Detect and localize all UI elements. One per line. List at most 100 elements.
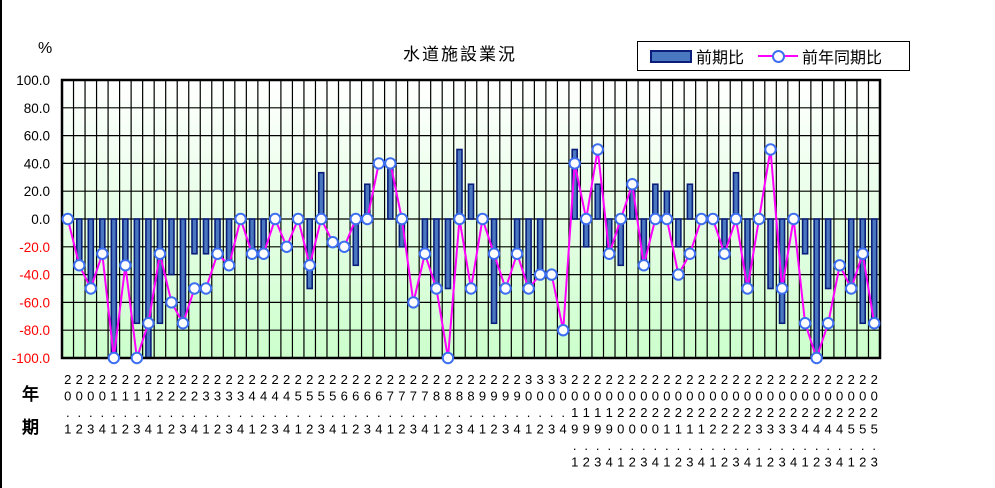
x-tick-label-char: 2 (168, 389, 175, 404)
x-tick-label-char: 0 (99, 389, 106, 404)
x-tick-label-char: . (66, 405, 70, 420)
x-tick-label-char: 0 (871, 389, 878, 404)
legend-bar-swatch-icon (650, 49, 692, 63)
x-tick-label-char: 3 (133, 422, 140, 437)
x-tick-label-char: . (296, 405, 300, 420)
x-tick-label-char: . (239, 405, 243, 420)
line-marker-yoy (499, 282, 512, 295)
y-tick-label: 40.0 (24, 156, 50, 171)
x-tick-label-char: 3 (594, 455, 601, 470)
x-tick-label-char: . (677, 438, 681, 453)
x-tick-label-char: 4 (248, 389, 255, 404)
x-tick-label-char: 3 (272, 422, 279, 437)
x-tick-label-char: . (527, 405, 531, 420)
bar-qoq (824, 218, 832, 290)
x-tick-label-char: 0 (629, 389, 636, 404)
x-tick-label-char: 3 (548, 372, 555, 387)
chart-legend: 前期比 前年同期比 (637, 41, 910, 71)
x-tick-label-char: . (308, 405, 312, 420)
y-tick-label: 0.0 (31, 212, 50, 227)
line-marker-yoy (165, 296, 178, 309)
x-tick-label-char: 2 (398, 422, 405, 437)
x-tick-label-char: 2 (744, 372, 751, 387)
x-tick-label-char: 2 (801, 372, 808, 387)
x-tick-label-char: 0 (744, 389, 751, 404)
x-tick-label-char: . (412, 405, 416, 420)
x-tick-label-char: . (573, 438, 577, 453)
x-tick-label-char: 0 (709, 389, 716, 404)
line-marker-yoy (395, 212, 409, 226)
x-tick-label-char: 3 (214, 389, 221, 404)
x-tick-label-char: 2 (767, 405, 774, 420)
x-tick-label-char: 0 (686, 389, 693, 404)
x-tick-label-char: 1 (133, 389, 140, 404)
x-tick-label-char: . (723, 438, 727, 453)
x-tick-label-char: 2 (410, 372, 417, 387)
x-tick-label-char: . (619, 438, 623, 453)
x-tick-label-char: 2 (767, 372, 774, 387)
x-tick-label-char: 2 (675, 372, 682, 387)
x-tick-label-char: . (89, 405, 93, 420)
x-tick-label-char: 2 (352, 422, 359, 437)
y-axis-unit-label: % (38, 40, 53, 57)
x-tick-label-char: 2 (698, 405, 705, 420)
x-tick-label-char: 4 (237, 422, 244, 437)
x-tick-label-char: 2 (652, 405, 659, 420)
x-tick-label-char: 4 (744, 455, 751, 470)
x-tick-label-char: . (204, 405, 208, 420)
x-tick-label-char: 9 (571, 422, 578, 437)
x-tick-label-char: 7 (410, 389, 417, 404)
line-marker-yoy (568, 157, 581, 170)
x-tick-label-char: 4 (191, 422, 198, 437)
line-marker-yoy (234, 212, 247, 226)
x-tick-label-char: 5 (329, 389, 336, 404)
x-tick-label-char: 2 (76, 372, 83, 387)
x-tick-label-char: 2 (352, 372, 359, 387)
line-marker-yoy (637, 259, 651, 272)
line-marker-yoy (706, 212, 720, 226)
x-tick-label-char: 3 (825, 455, 832, 470)
line-marker-yoy (614, 212, 627, 226)
bar-qoq (179, 218, 187, 325)
x-tick-label-char: 2 (179, 372, 186, 387)
x-tick-label-char: 3 (778, 455, 785, 470)
x-tick-label-char: 4 (260, 389, 267, 404)
x-tick-label-char: 2 (744, 405, 751, 420)
x-tick-label-char: 2 (375, 372, 382, 387)
line-marker-yoy (418, 247, 432, 260)
x-tick-label-char: . (262, 405, 266, 420)
bar-qoq (732, 171, 740, 220)
line-marker-yoy (142, 317, 155, 330)
x-tick-label-char: 2 (859, 455, 866, 470)
line-marker-yoy (810, 351, 823, 365)
x-tick-label-char: 4 (467, 422, 474, 437)
legend-line-label: 前年同期比 (802, 48, 883, 67)
x-tick-label-char: 0 (617, 422, 624, 437)
x-tick-label-char: 2 (76, 422, 83, 437)
x-tick-label-char: . (135, 405, 139, 420)
x-tick-label-char: 9 (583, 422, 590, 437)
x-tick-label-char: . (792, 438, 796, 453)
line-marker-yoy (660, 212, 674, 226)
x-tick-label-char: 2 (813, 372, 820, 387)
x-tick-label-char: 0 (848, 389, 855, 404)
x-tick-label-char: 2 (617, 405, 624, 420)
x-tick-label-char: 2 (467, 372, 474, 387)
x-tick-label-char: . (365, 405, 369, 420)
legend-bar-label: 前期比 (696, 48, 745, 67)
x-tick-label-char: 5 (848, 422, 855, 437)
line-marker-yoy (176, 317, 190, 330)
x-tick-label-char: 2 (721, 455, 728, 470)
x-tick-label-char: 2 (617, 372, 624, 387)
x-tick-label-char: . (285, 405, 289, 420)
x-tick-label-char: 2 (191, 372, 198, 387)
x-tick-label-char: 7 (398, 389, 405, 404)
x-tick-label-char: 4 (329, 422, 336, 437)
x-tick-label-char: 2 (179, 389, 186, 404)
x-tick-label-char: 2 (479, 372, 486, 387)
x-tick-label-char: 0 (675, 389, 682, 404)
line-marker-yoy (729, 212, 743, 226)
x-tick-label-char: 0 (537, 389, 544, 404)
x-tick-label-char: 1 (848, 455, 855, 470)
